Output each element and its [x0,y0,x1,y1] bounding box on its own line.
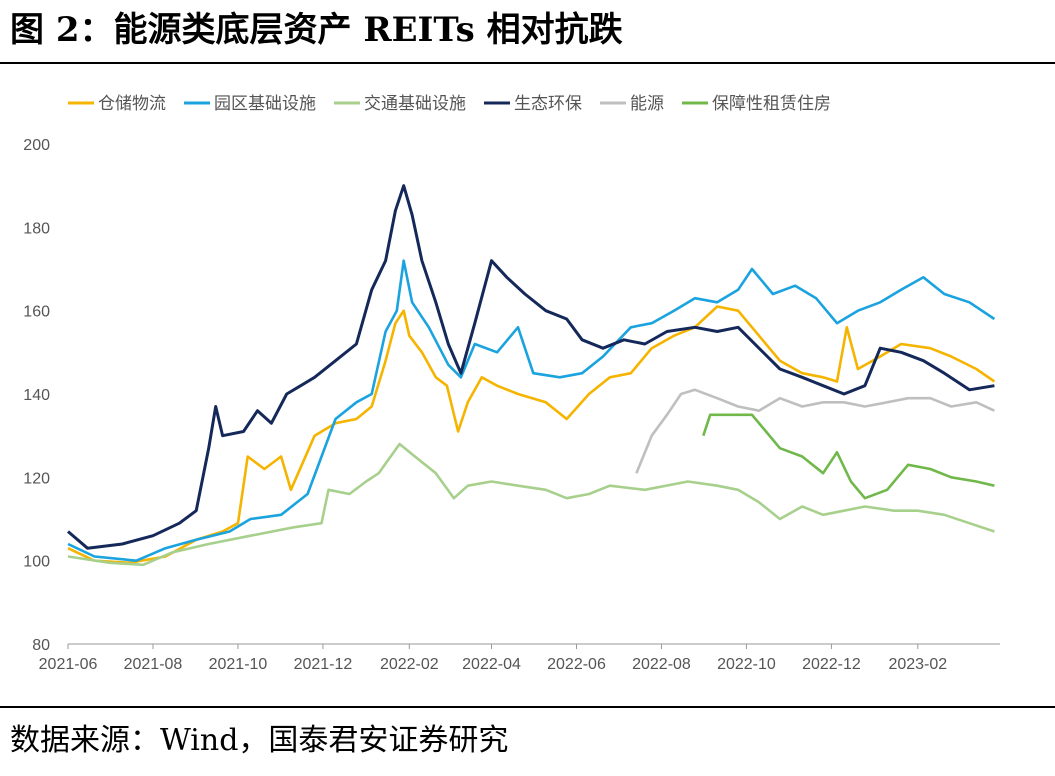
source-note: 数据来源：Wind，国泰君安证券研究 [10,723,509,758]
legend-label: 生态环保 [514,94,582,114]
y-tick-label: 120 [23,470,50,487]
x-tick-label: 2022-04 [462,656,521,673]
y-tick-label: 180 [23,220,50,237]
legend-label: 园区基础设施 [214,94,316,114]
x-tick-label: 2021-12 [294,656,353,673]
legend-label: 交通基础设施 [364,94,466,114]
chart-legend: 仓储物流 园区基础设施 交通基础设施 生态环保 能源 保障性租赁住房 [68,94,831,114]
legend-label: 仓储物流 [98,94,166,114]
series-line [67,442,995,567]
series-lines [67,184,996,567]
x-tick-label: 2022-10 [717,656,776,673]
x-tick-label: 2022-06 [547,656,606,673]
x-tick-label: 2023-02 [888,656,947,673]
source-rule [0,706,1055,708]
series-line [67,259,996,562]
legend-label: 保障性租赁住房 [712,94,831,114]
series-line [702,413,995,500]
y-tick-label: 140 [23,387,50,404]
y-tick-label: 200 [23,137,50,154]
x-tick-label: 2022-02 [380,656,439,673]
x-tick-label: 2022-12 [802,656,861,673]
series-line [67,305,996,565]
x-tick-label: 2021-08 [124,656,183,673]
y-tick-label: 100 [23,554,50,571]
x-tick-label: 2022-08 [632,656,691,673]
legend-label: 能源 [630,94,664,114]
x-axis: 2021-06 2021-08 2021-10 2021-12 2022-02 2022-… [39,643,1000,673]
line-chart: 仓储物流 园区基础设施 交通基础设施 生态环保 能源 保障性租赁住房 80 100 120 14… [23,94,1000,673]
x-tick-label: 2021-10 [209,656,268,673]
title-rule [0,62,1055,64]
series-line [635,388,995,474]
series-line [67,184,995,550]
x-tick-label: 2021-06 [39,656,98,673]
y-axis: 80 100 120 140 160 180 200 [23,137,50,654]
y-tick-label: 80 [32,637,50,654]
y-tick-label: 160 [23,304,50,321]
figure-title: 图 2：能源类底层资产 REITs 相对抗跌 [10,10,623,50]
